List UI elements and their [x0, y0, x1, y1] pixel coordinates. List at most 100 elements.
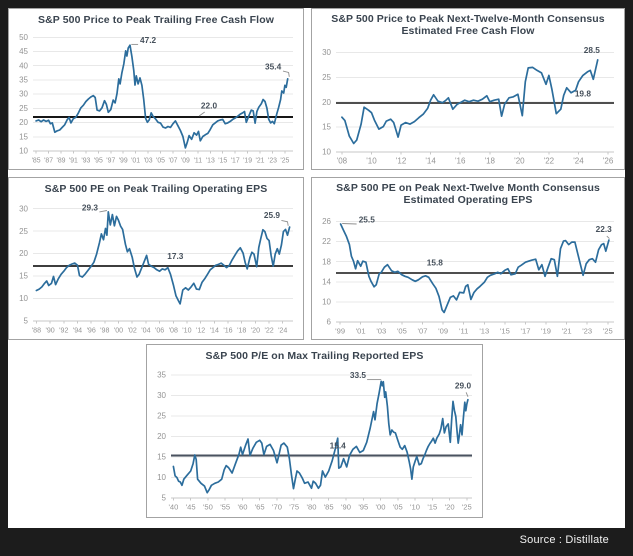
- y-tick-label: 45: [19, 47, 28, 56]
- annotation-label: 19.8: [575, 88, 592, 98]
- x-tick-label: '45: [186, 503, 196, 512]
- annotation-label: 22.3: [596, 224, 613, 234]
- y-tick-label: 15: [322, 122, 331, 131]
- x-tick-label: '10: [366, 156, 377, 165]
- line-chart-pe-peak-ntm-operating-eps: 6 10 14 18 22 26 '99 '01 '03 '05 '07 '09 '11 '13 '15 '1…: [322, 214, 614, 335]
- x-tick-label: '16: [223, 327, 232, 335]
- x-tick-label: '05: [397, 326, 407, 335]
- x-tick-label: '85: [32, 158, 41, 165]
- annotation-label: 29.0: [455, 381, 472, 391]
- x-tick-label: '18: [485, 156, 496, 165]
- annotation-leader: [281, 220, 289, 227]
- annotation-label: 35.4: [265, 62, 282, 72]
- y-tick-label: 6: [327, 317, 332, 326]
- y-tick-label: 40: [19, 62, 28, 71]
- y-tick-label: 30: [19, 90, 28, 99]
- x-tick-label: '93: [81, 158, 90, 165]
- x-tick-label: '21: [256, 158, 265, 165]
- series-line: [341, 58, 599, 145]
- chart-title: S&P 500 P/E on Max Trailing Reported EPS: [205, 350, 424, 362]
- y-tick-label: 30: [19, 205, 28, 214]
- annotation-label: 17.3: [167, 251, 184, 261]
- x-tick-label: '12: [396, 156, 407, 165]
- y-tick-label: 10: [322, 297, 331, 306]
- x-tick-label: '85: [324, 503, 334, 512]
- x-tick-label: '70: [272, 503, 282, 512]
- chart-panel-pe-peak-trailing-operating-eps: S&P 500 PE on Peak Trailing Operating EP…: [8, 177, 304, 340]
- y-tick-label: 10: [19, 294, 28, 303]
- x-tick-label: '26: [603, 156, 614, 165]
- annotation-leader: [465, 392, 469, 398]
- y-tick-label: 50: [19, 33, 28, 42]
- x-tick-label: '08: [169, 327, 178, 335]
- x-tick-label: '16: [455, 156, 466, 165]
- x-tick-label: '15: [427, 503, 437, 512]
- chart-panel-pe-max-trailing-reported-eps: S&P 500 P/E on Max Trailing Reported EPS…: [146, 344, 483, 518]
- chart-title: S&P 500 Price to Peak Trailing Free Cash…: [38, 14, 274, 26]
- x-tick-label: '10: [182, 327, 191, 335]
- x-tick-label: '25: [603, 326, 613, 335]
- y-tick-label: 22: [322, 237, 331, 246]
- x-tick-label: '04: [141, 327, 150, 335]
- series-line: [339, 222, 610, 314]
- x-tick-label: '50: [203, 503, 213, 512]
- x-tick-label: '87: [44, 158, 53, 165]
- x-tick-label: '14: [210, 327, 219, 335]
- x-tick-label: '00: [376, 503, 386, 512]
- x-tick-label: '06: [155, 327, 164, 335]
- x-tick-label: '98: [100, 327, 109, 335]
- annotation-label: 22.0: [201, 101, 218, 111]
- annotation-leader: [198, 112, 205, 117]
- annotation-leader: [342, 222, 357, 225]
- x-tick-label: '22: [544, 156, 555, 165]
- x-tick-label: '96: [87, 327, 96, 335]
- x-tick-label: '01: [356, 326, 366, 335]
- x-tick-label: '60: [238, 503, 248, 512]
- x-tick-label: '90: [45, 327, 54, 335]
- y-tick-label: 15: [157, 453, 166, 462]
- x-tick-label: '12: [196, 327, 205, 335]
- y-tick-label: 10: [157, 473, 166, 482]
- y-tick-label: 25: [322, 73, 331, 82]
- y-tick-label: 20: [157, 433, 166, 442]
- x-tick-label: '99: [119, 158, 128, 165]
- y-tick-label: 15: [19, 272, 28, 281]
- x-tick-label: '08: [337, 156, 348, 165]
- source-label: Source : Distillate: [519, 534, 609, 546]
- y-tick-label: 26: [322, 217, 331, 226]
- x-tick-label: '94: [73, 327, 82, 335]
- chart-title: S&P 500 PE on Peak Next-Twelve Month Con…: [336, 182, 600, 207]
- annotation-label: 15.4: [330, 441, 347, 451]
- annotation-label: 47.2: [140, 36, 157, 46]
- annotation-leader: [282, 71, 290, 78]
- x-tick-label: '17: [521, 326, 531, 335]
- x-tick-label: '15: [218, 158, 227, 165]
- line-chart-pe-max-trailing-reported-eps: 5 10 15 20 25 30 35 '40 '45 '50 '55 '60 '65 '70 '75 '80…: [157, 370, 472, 512]
- x-tick-label: '14: [425, 156, 436, 165]
- series-line: [35, 44, 289, 150]
- x-tick-label: '00: [114, 327, 123, 335]
- x-tick-label: '24: [278, 327, 287, 335]
- x-tick-label: '80: [307, 503, 317, 512]
- y-tick-label: 35: [19, 76, 28, 85]
- y-tick-label: 35: [157, 371, 166, 380]
- line-chart-pe-peak-trailing-operating-eps: 5 10 15 20 25 30 '88 '90 '92 '94 '96 '98 '00 '02 '04 '0…: [19, 203, 293, 335]
- annotation-label: 15.8: [427, 257, 444, 267]
- y-tick-label: 10: [19, 147, 28, 156]
- line-chart-price-to-peak-trailing-fcf: 10 15 20 25 30 35 40 45 50 '85'87 '89'91'93 '95'97 '…: [19, 33, 293, 165]
- y-tick-label: 30: [157, 392, 166, 401]
- y-tick-label: 10: [322, 147, 331, 156]
- x-tick-label: '95: [94, 158, 103, 165]
- x-tick-label: '92: [59, 327, 68, 335]
- x-tick-label: '20: [251, 327, 260, 335]
- x-tick-label: '01: [131, 158, 140, 165]
- annotation-label: 29.3: [82, 203, 99, 213]
- x-tick-label: '19: [243, 158, 252, 165]
- y-tick-label: 25: [19, 104, 28, 113]
- annotation-label: 28.5: [584, 45, 601, 55]
- y-tick-label: 20: [322, 98, 331, 107]
- x-tick-label: '03: [376, 326, 386, 335]
- x-tick-label: '21: [562, 326, 572, 335]
- annotation-label: 25.5: [359, 214, 376, 224]
